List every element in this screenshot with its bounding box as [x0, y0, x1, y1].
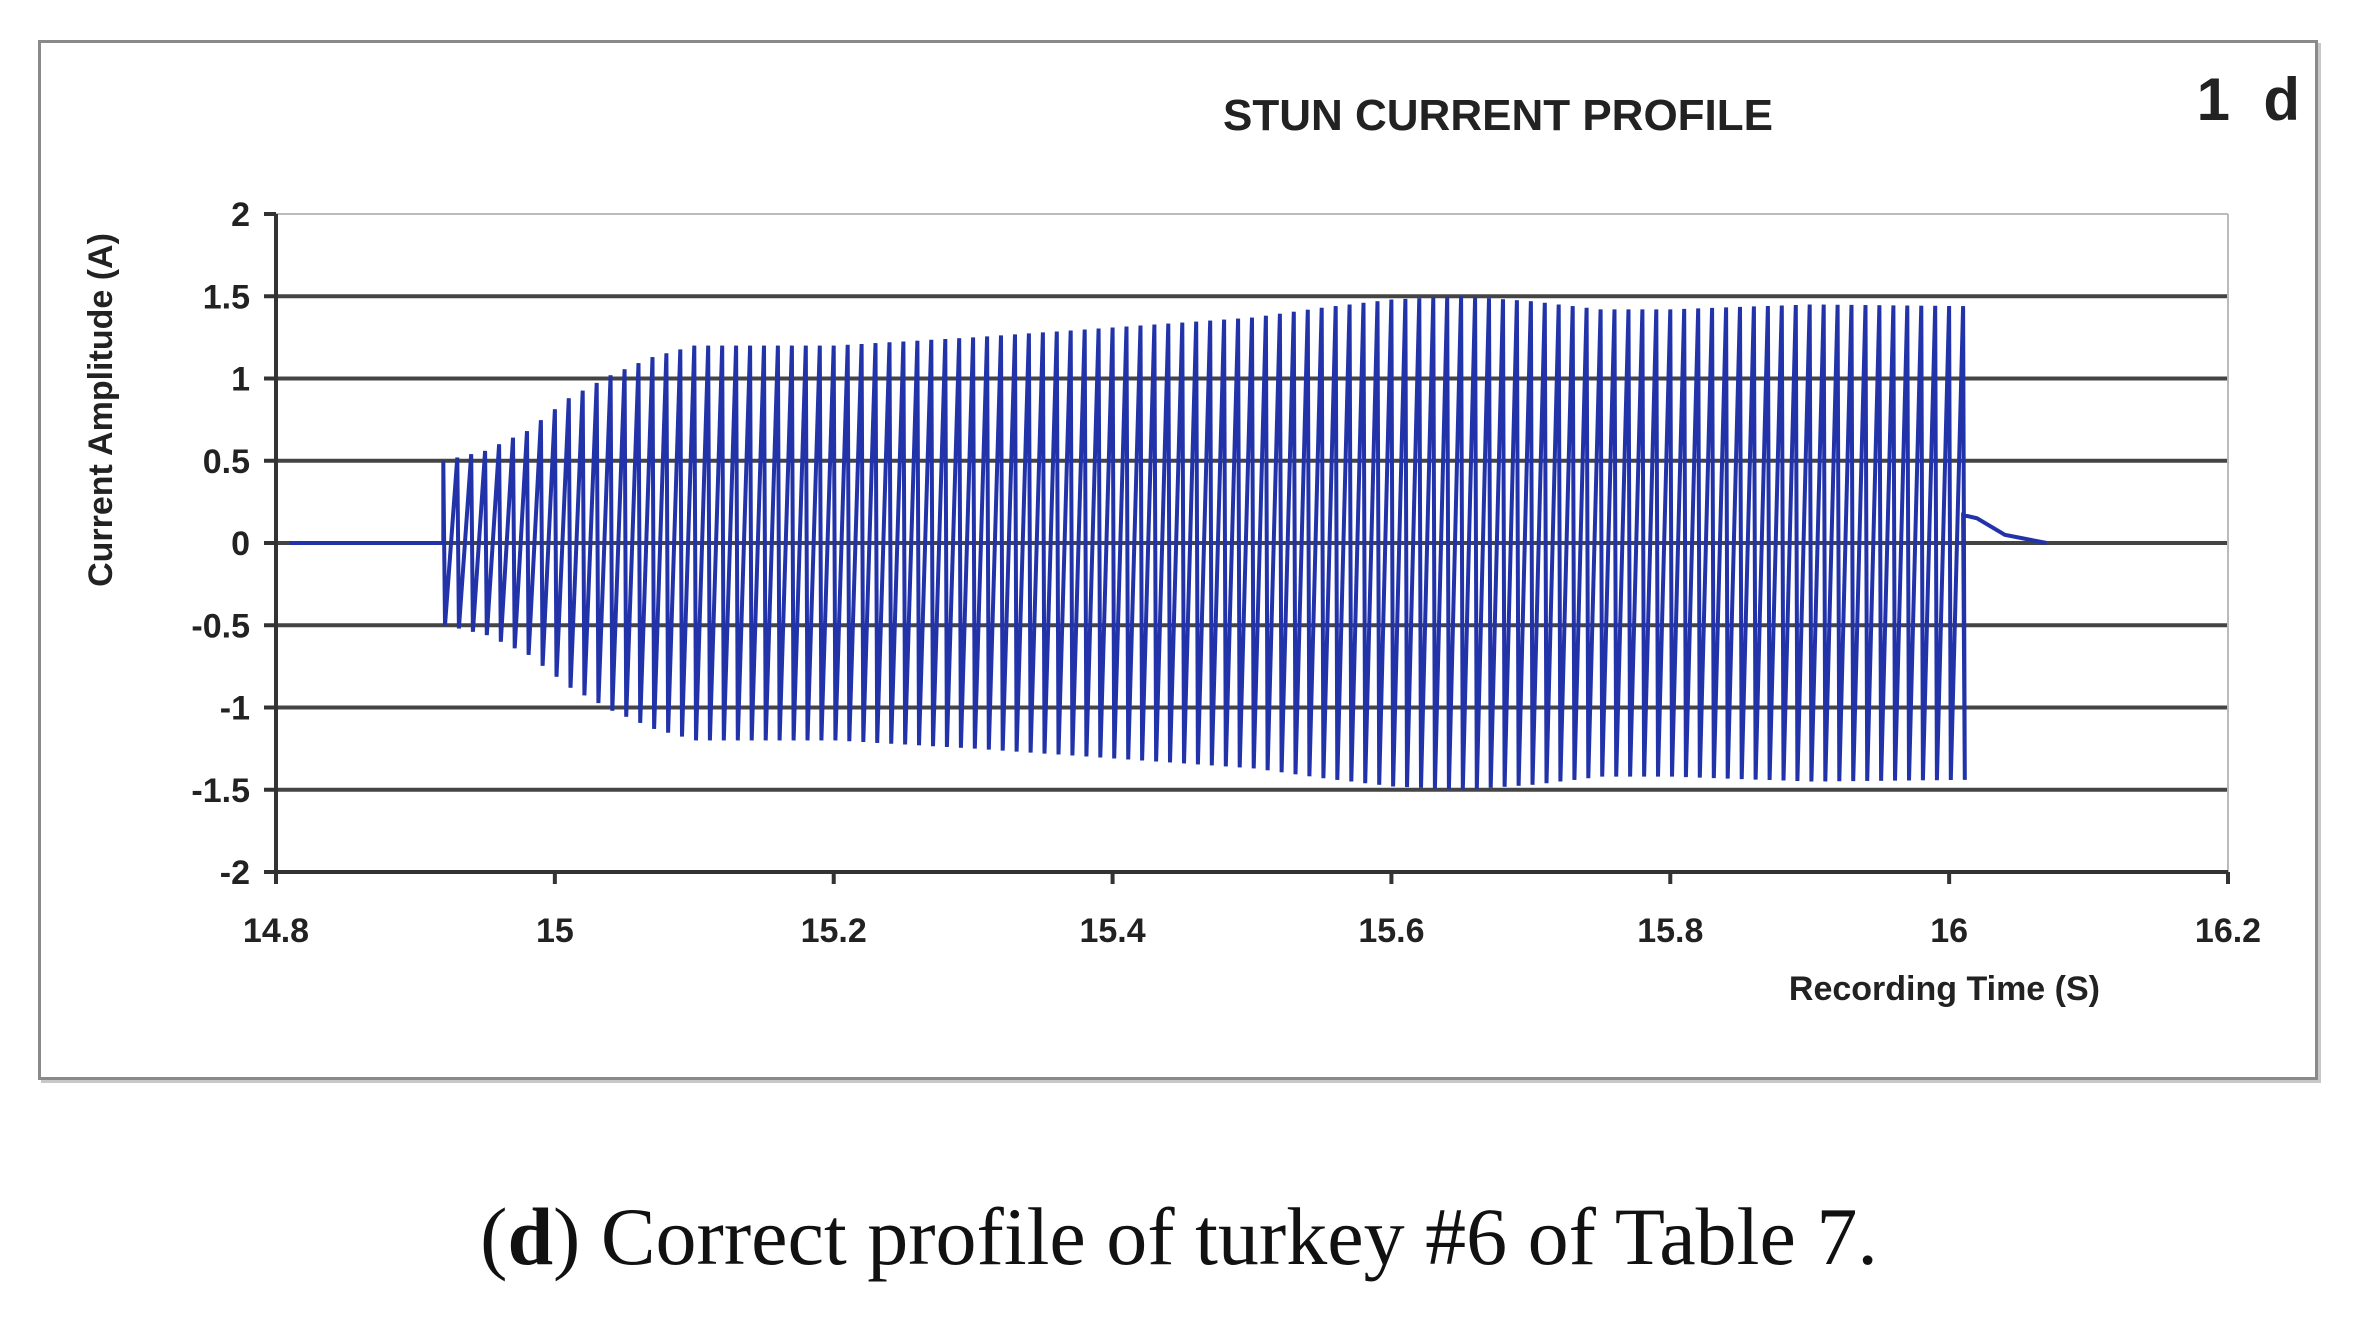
x-axis-label: Recording Time (S) [1789, 970, 2100, 1008]
y-tick-label: 0.5 [203, 443, 250, 481]
signal-layer [289, 296, 2048, 790]
y-tick-label: 2 [231, 196, 250, 234]
y-tick-label: -2 [220, 854, 250, 892]
x-tick-label: 15.6 [1358, 912, 1424, 950]
label-layer: STUN CURRENT PROFILE 1 d Recording Time … [82, 66, 2300, 1008]
y-tick-label: 0 [231, 525, 250, 563]
caption-open-paren: ( [480, 1191, 508, 1282]
x-tick-label: 15.4 [1079, 912, 1145, 950]
y-tick-label: 1 [231, 361, 250, 399]
chart-title: STUN CURRENT PROFILE [1223, 91, 1773, 140]
x-tick-label: 15.2 [801, 912, 867, 950]
panel-id: 1 d [2197, 66, 2300, 133]
y-tick-label: 1.5 [203, 278, 250, 316]
axis-layer: 2 1.5 1 0.5 0 -0.5 -1 -1.5 -2 14.8 15 15.2 15.4 15.6 1… [191, 196, 2261, 950]
x-tick-label: 16.2 [2195, 912, 2261, 950]
x-tick-label: 15.8 [1637, 912, 1703, 950]
caption-text: ) Correct profile of turkey #6 of Table … [553, 1191, 1878, 1282]
x-tick-label: 16 [1930, 912, 1968, 950]
x-tick-label: 15 [536, 912, 574, 950]
figure-caption: (d) Correct profile of turkey #6 of Tabl… [0, 1190, 2358, 1284]
caption-panel-letter: d [507, 1191, 554, 1282]
y-tick-label: -0.5 [191, 607, 250, 645]
y-tick-label: -1.5 [191, 772, 250, 810]
y-axis-label: Current Amplitude (A) [82, 233, 120, 587]
x-tick-label: 14.8 [243, 912, 309, 950]
y-tick-label: -1 [220, 690, 250, 728]
current-signal-line [289, 296, 2048, 790]
